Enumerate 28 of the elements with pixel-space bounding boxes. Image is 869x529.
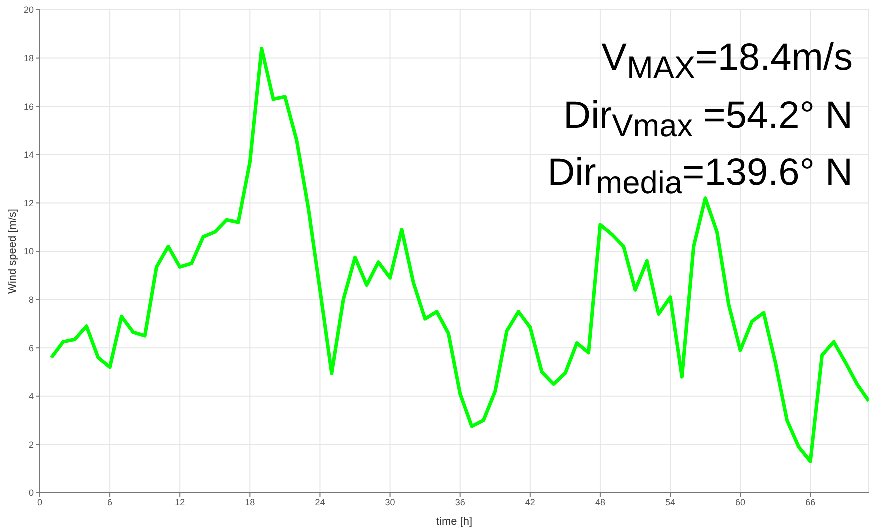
- y-tick-label: 10: [24, 246, 34, 257]
- y-tick-label: 2: [28, 440, 34, 450]
- x-tick-label: 30: [385, 497, 396, 508]
- x-tick-label: 18: [245, 497, 256, 508]
- y-tick-label: 20: [24, 5, 34, 16]
- x-tick-label: 48: [595, 497, 606, 508]
- x-tick-label: 42: [525, 497, 536, 508]
- x-tick-label: 24: [315, 497, 326, 508]
- x-tick-label: 60: [736, 497, 746, 508]
- x-axis-title: time [h]: [436, 516, 473, 528]
- y-tick-label: 12: [24, 198, 34, 208]
- y-tick-label: 0: [28, 488, 34, 498]
- y-axis-title: Wind speed [m/s]: [6, 209, 19, 294]
- annotation: Dir$_{Vmax}$ =54.2° N: [562, 94, 853, 146]
- y-tick-label: 6: [28, 343, 34, 354]
- annotation: Dir$_{media}$=139.6° N: [548, 151, 853, 203]
- annotation: V$_{MAX}$=18.4m/s: [600, 36, 853, 88]
- x-tick-label: 6: [108, 497, 113, 508]
- y-tick-label: 18: [24, 53, 34, 64]
- y-tick-label: 16: [24, 102, 34, 112]
- x-tick-label: 12: [175, 497, 186, 508]
- x-tick-label: 66: [806, 497, 816, 508]
- y-tick-label: 14: [24, 150, 34, 160]
- x-tick-label: 36: [455, 497, 466, 508]
- y-tick-label: 8: [28, 294, 34, 305]
- x-tick-label: 54: [666, 497, 676, 508]
- x-tick-label: 0: [37, 497, 43, 508]
- y-tick-label: 4: [28, 392, 34, 402]
